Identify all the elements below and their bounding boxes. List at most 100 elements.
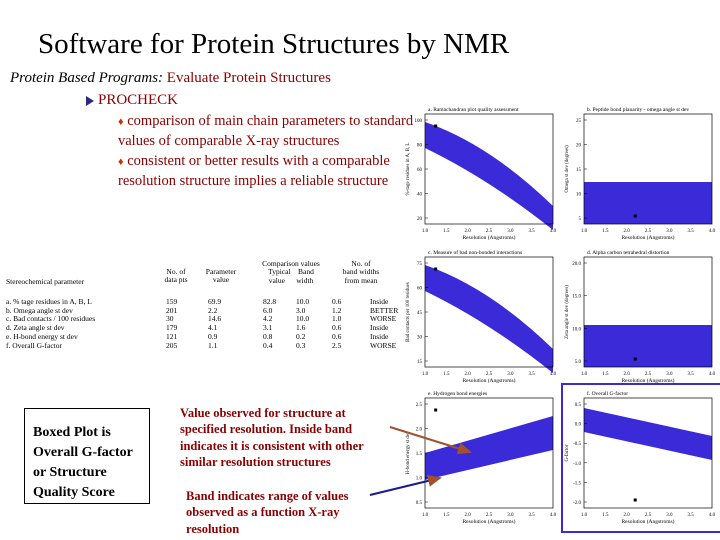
table-cell-b: 10.0 — [296, 297, 310, 306]
y-tick-label: 15 — [417, 360, 423, 365]
x-tick-label: 2.0 — [624, 229, 631, 234]
y-tick-label: 1.5 — [416, 452, 423, 457]
plot-band — [425, 416, 553, 480]
y-tick-label: 60 — [417, 168, 423, 173]
overall-g-factor-highlight-box — [561, 383, 720, 533]
y-tick-label: 10.0 — [572, 327, 581, 332]
table-cell-v: 0.9 — [208, 331, 218, 341]
table-row: e. H-bond energy st dev 121 0.9 0.8 0.2 0.6 In… — [6, 331, 406, 342]
table-cell-t: 4.2 — [263, 314, 273, 324]
y-tick-label: 2.5 — [416, 403, 423, 408]
y-tick-label: 15 — [576, 168, 582, 173]
x-tick-label: 1.0 — [422, 372, 429, 377]
table-cell-t: 6.0 — [263, 305, 273, 315]
y-tick-label: 20 — [576, 144, 582, 149]
y-tick-label: 0.0 — [575, 423, 582, 428]
x-tick-label: 1.5 — [443, 372, 450, 377]
x-tick-label: 1.0 — [422, 229, 429, 234]
plot-title: e. Hydrogen bond energies — [428, 391, 487, 397]
table-row: f. Overall G-factor 205 1.1 0.4 0.3 2.5 WORSE — [6, 340, 406, 351]
x-tick-label: 2.5 — [486, 229, 493, 234]
x-tick-label: 3.0 — [666, 372, 673, 377]
x-axis-label: Resolution (Angstroms) — [462, 234, 515, 241]
arrow-to-band — [369, 475, 442, 496]
table-row: b. Omega angle st dev 201 2.2 6.0 3.0 1.2 BETT… — [6, 305, 406, 316]
x-tick-label: 4.0 — [709, 372, 716, 377]
x-axis-label: Resolution (Angstroms) — [621, 518, 674, 525]
table-cell-n: 159 — [166, 297, 178, 306]
x-tick-label: 3.5 — [688, 372, 695, 377]
y-tick-label: 40 — [417, 193, 423, 198]
x-tick-label: 4.0 — [709, 513, 716, 518]
x-tick-label: 3.5 — [688, 513, 695, 518]
table-cell-b: 10.0 — [296, 314, 310, 324]
slide-subtitle: Protein Based Programs: Evaluate Protein… — [10, 70, 331, 87]
point-2: ♦ consistent or better results with a co… — [118, 152, 418, 192]
data-point — [434, 408, 438, 412]
header-param: Stereochemical parameter — [6, 277, 85, 286]
table-cell-p: a. % tage residues in A, B, L — [6, 297, 92, 306]
plot-band — [584, 325, 712, 367]
x-tick-label: 1.0 — [581, 229, 588, 234]
table-cell-b: 0.2 — [296, 331, 306, 341]
table-cell-p: c. Bad contacts / 100 residues — [6, 314, 96, 324]
table-cell-w: 1.2 — [332, 305, 342, 315]
x-axis-label: Resolution (Angstroms) — [621, 377, 674, 384]
data-point — [633, 214, 637, 218]
y-tick-label: 0.5 — [416, 501, 423, 506]
x-tick-label: 2.5 — [645, 513, 652, 518]
plot-band — [425, 122, 553, 230]
point-2-text: consistent or better results with a comp… — [118, 152, 390, 190]
table-cell-n: 121 — [166, 331, 178, 341]
table-cell-v: 2.2 — [208, 305, 218, 315]
x-tick-label: 4.0 — [709, 229, 716, 234]
plot-frame — [583, 397, 713, 509]
data-point — [434, 267, 438, 271]
boxed-plot-note: Boxed Plot is Overall G-factor or Struct… — [24, 408, 150, 504]
plot-band — [425, 265, 553, 373]
x-tick-label: 4.0 — [550, 229, 557, 234]
y-tick-label: 25 — [576, 119, 582, 124]
data-point — [633, 357, 637, 361]
table-cell-n: 30 — [166, 314, 174, 324]
plot-frame — [583, 256, 713, 368]
x-tick-label: 2.0 — [624, 513, 631, 518]
y-tick-label: 45 — [417, 311, 423, 316]
table-cell-r: Inside — [370, 323, 389, 333]
plot-title: f. Overall G-factor — [587, 390, 628, 397]
table-cell-r: BETTER — [370, 305, 399, 315]
y-tick-label: 2.0 — [416, 428, 423, 433]
x-tick-label: 2.0 — [465, 229, 472, 234]
table-cell-r: Inside — [370, 331, 389, 341]
x-tick-label: 3.5 — [529, 229, 536, 234]
table-cell-p: d. Zeta angle st dev — [6, 323, 65, 333]
y-tick-label: 100 — [415, 119, 423, 124]
table-cell-r: WORSE — [370, 340, 397, 350]
table-cell-p: e. H-bond energy st dev — [6, 331, 78, 341]
table-row: d. Zeta angle st dev 179 4.1 3.1 1.6 0.6 Insid… — [6, 323, 406, 333]
procheck-heading: PROCHECK — [98, 92, 179, 108]
y-tick-label: 20 — [417, 217, 423, 222]
table-cell-b: 1.6 — [296, 323, 306, 333]
y-tick-label: 1.0 — [416, 477, 423, 482]
plot-band — [584, 408, 712, 460]
y-tick-label: 80 — [417, 144, 423, 149]
y-tick-label: 60 — [417, 287, 423, 292]
x-tick-label: 4.0 — [550, 372, 557, 377]
table-cell-v: 69.9 — [208, 297, 222, 306]
table-row: a. % tage residues in A, B, L 159 69.9 82.8… — [6, 297, 406, 307]
point-1: ♦ comparison of main chain parameters to… — [118, 112, 418, 152]
y-tick-label: 30 — [417, 336, 423, 341]
x-tick-label: 1.5 — [602, 372, 609, 377]
table-cell-w: 2.5 — [332, 340, 342, 350]
y-tick-label: 5 — [579, 217, 582, 222]
y-tick-label: -1.0 — [573, 462, 581, 467]
x-axis-label: Resolution (Angstroms) — [621, 234, 674, 241]
x-tick-label: 1.0 — [422, 513, 429, 518]
x-tick-label: 2.5 — [486, 372, 493, 377]
slide-title: Software for Protein Structures by NMR — [38, 28, 510, 60]
table-cell-v: 14.6 — [208, 314, 222, 324]
y-tick-label: -0.5 — [573, 442, 581, 447]
y-tick-label: 0.5 — [575, 403, 582, 408]
